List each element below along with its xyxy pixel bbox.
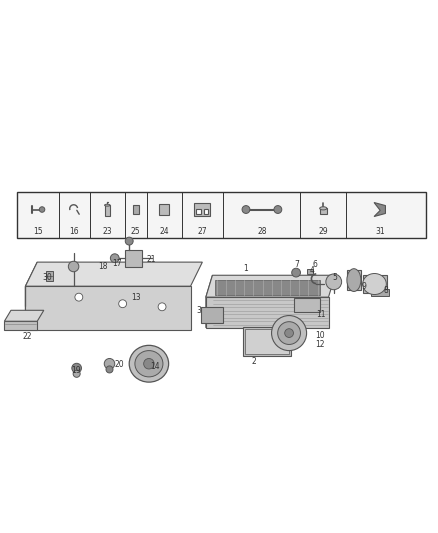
Text: 6: 6: [312, 260, 317, 269]
Ellipse shape: [326, 274, 342, 290]
Text: 23: 23: [102, 228, 112, 237]
Text: 14: 14: [151, 362, 160, 371]
Circle shape: [75, 293, 83, 301]
Circle shape: [39, 207, 45, 212]
Text: 2: 2: [252, 358, 256, 367]
Text: 19: 19: [71, 366, 81, 375]
Text: 31: 31: [375, 228, 385, 237]
Text: 5: 5: [332, 273, 338, 282]
Ellipse shape: [129, 345, 169, 382]
Circle shape: [285, 329, 293, 337]
Bar: [347, 270, 361, 290]
Ellipse shape: [105, 204, 110, 206]
Bar: [204, 209, 208, 214]
Polygon shape: [206, 275, 335, 297]
Bar: [245, 329, 289, 354]
Polygon shape: [25, 286, 191, 330]
Circle shape: [73, 370, 80, 377]
Bar: [194, 203, 210, 216]
Bar: [133, 205, 139, 214]
Text: 29: 29: [318, 228, 328, 237]
Bar: [215, 280, 320, 295]
Text: 16: 16: [70, 228, 79, 237]
Bar: [307, 269, 313, 274]
Ellipse shape: [320, 207, 327, 210]
Ellipse shape: [363, 273, 386, 295]
Text: 25: 25: [131, 228, 141, 237]
Ellipse shape: [347, 269, 361, 292]
Text: 15: 15: [33, 228, 43, 237]
Text: 1: 1: [243, 264, 247, 273]
Text: 18: 18: [98, 262, 108, 271]
Text: 20: 20: [114, 360, 124, 369]
Bar: [201, 307, 223, 324]
Circle shape: [158, 303, 166, 311]
Circle shape: [106, 366, 113, 373]
Text: 13: 13: [131, 293, 141, 302]
Circle shape: [242, 206, 250, 213]
Circle shape: [104, 359, 115, 369]
Bar: [243, 327, 291, 356]
Bar: [134, 359, 158, 376]
Bar: [46, 271, 53, 281]
Text: 21: 21: [146, 255, 156, 264]
Text: 12: 12: [315, 340, 325, 349]
Bar: [371, 289, 389, 296]
Text: 11: 11: [316, 310, 325, 319]
Ellipse shape: [144, 359, 154, 369]
Text: 24: 24: [159, 228, 169, 237]
Text: 17: 17: [113, 259, 122, 268]
Polygon shape: [25, 262, 202, 286]
Text: 30: 30: [42, 273, 52, 282]
Bar: [320, 208, 327, 214]
Ellipse shape: [135, 351, 163, 377]
Bar: [159, 204, 170, 215]
Bar: [125, 250, 142, 266]
Circle shape: [72, 364, 81, 373]
Text: 28: 28: [257, 228, 267, 237]
Polygon shape: [206, 297, 328, 328]
Bar: [294, 297, 320, 312]
Circle shape: [274, 206, 282, 213]
Circle shape: [119, 300, 127, 308]
Circle shape: [292, 268, 300, 277]
Polygon shape: [4, 321, 37, 330]
Polygon shape: [4, 310, 44, 321]
Text: 8: 8: [383, 286, 388, 295]
Text: 4: 4: [309, 266, 314, 276]
Polygon shape: [25, 262, 37, 330]
Polygon shape: [206, 275, 212, 328]
Bar: [196, 209, 201, 214]
Text: 27: 27: [198, 228, 207, 237]
Bar: [105, 205, 110, 216]
Text: 22: 22: [22, 332, 32, 341]
Circle shape: [68, 261, 79, 272]
Bar: [363, 275, 387, 293]
Circle shape: [125, 237, 133, 245]
Circle shape: [272, 316, 307, 351]
Text: 9: 9: [362, 282, 367, 290]
Circle shape: [110, 254, 119, 263]
Bar: [17, 192, 426, 238]
Text: 3: 3: [197, 306, 202, 315]
Text: 10: 10: [315, 331, 325, 340]
Circle shape: [278, 322, 300, 344]
Text: 7: 7: [294, 260, 300, 269]
Polygon shape: [374, 203, 385, 216]
